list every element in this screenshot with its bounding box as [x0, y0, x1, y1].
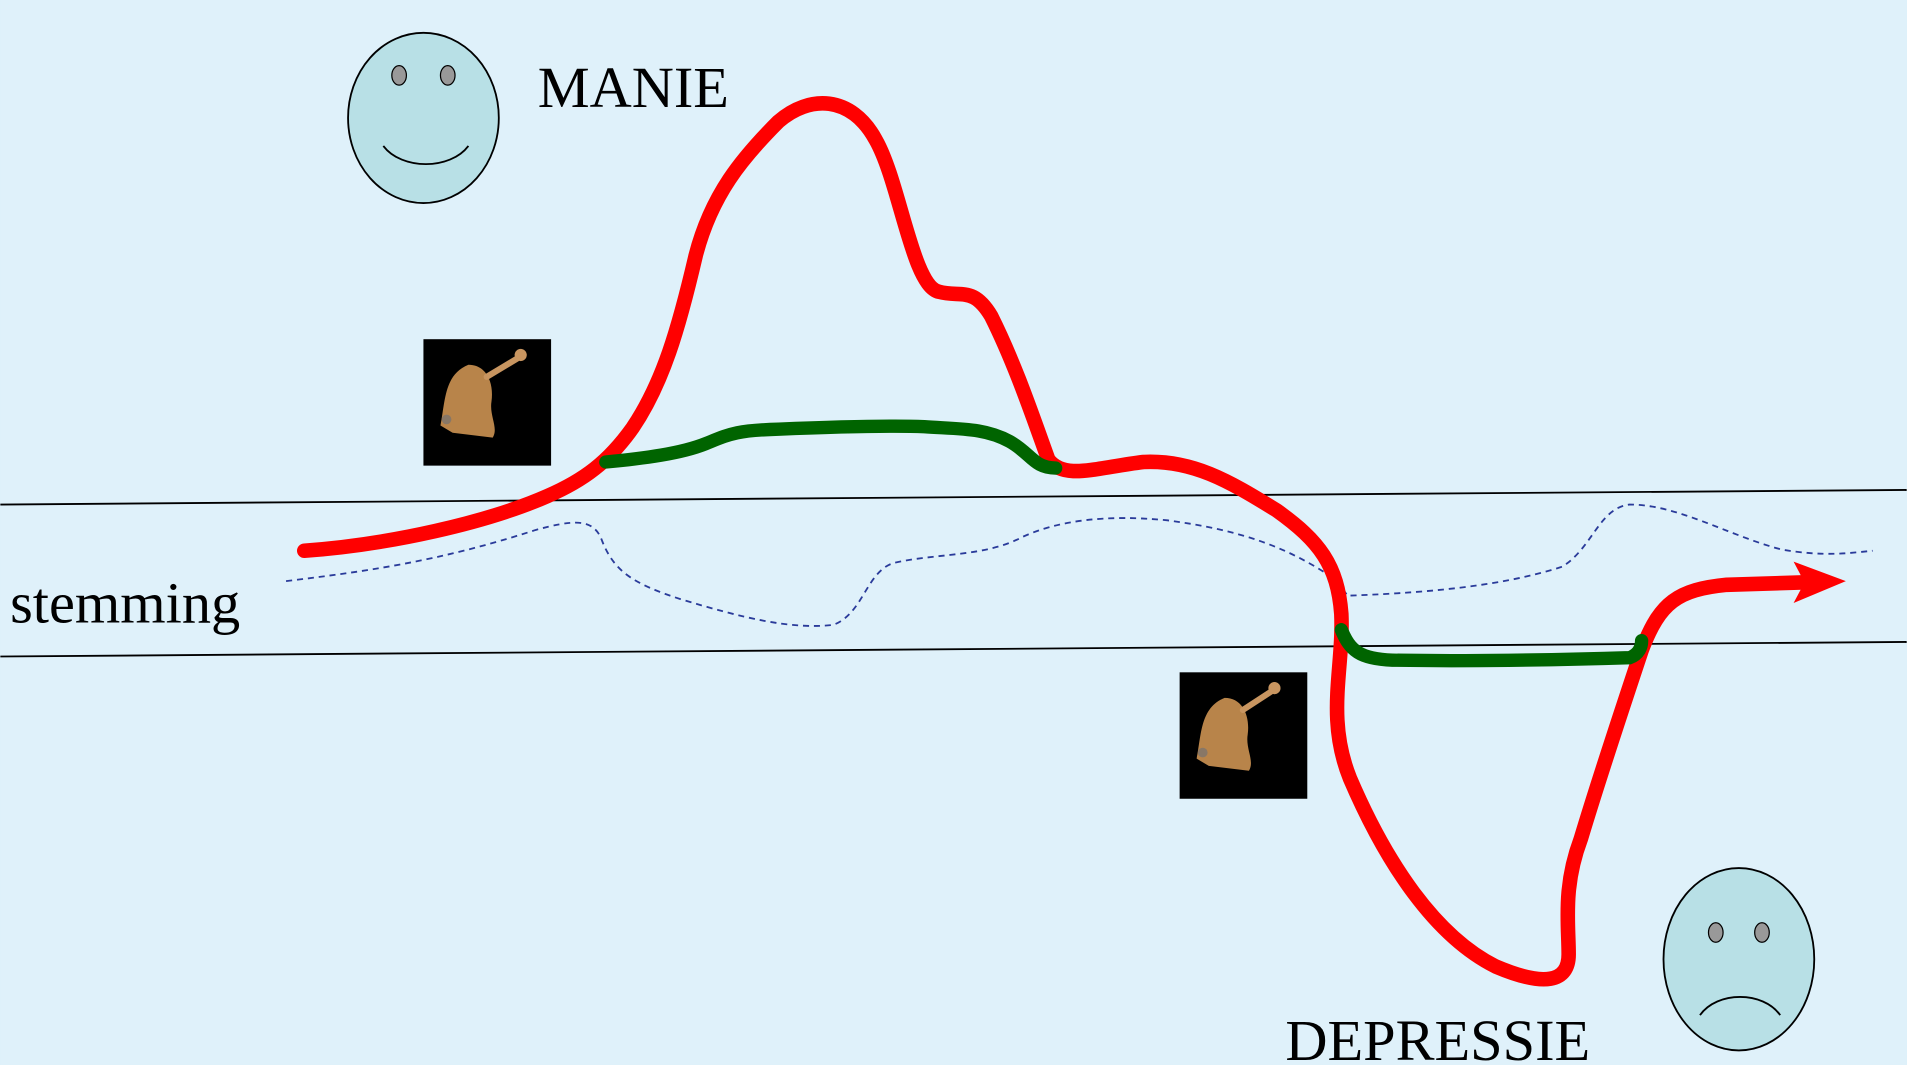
happy-face	[347, 31, 500, 204]
label-mood: stemming	[10, 570, 240, 635]
treated-curve-top	[599, 419, 1063, 475]
bell-icon	[423, 339, 552, 466]
arrow-head	[1793, 561, 1846, 604]
sad-face	[1662, 867, 1816, 1052]
label-mania: MANIE	[538, 55, 729, 120]
mood-dashed-line	[285, 503, 1873, 627]
label-depression: DEPRESSIE	[1285, 1008, 1590, 1065]
bell-icon	[1179, 672, 1308, 799]
mood-curve	[296, 96, 1814, 987]
treated-curve-bottom	[1334, 623, 1649, 668]
lower-band-line	[0, 641, 1907, 658]
upper-band-line	[0, 489, 1907, 506]
